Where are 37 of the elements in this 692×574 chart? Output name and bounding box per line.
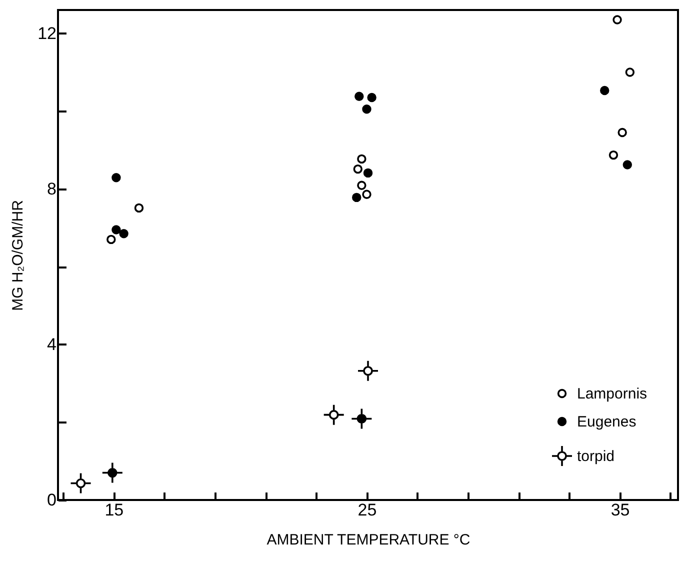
- point: [612, 15, 622, 24]
- point: [322, 404, 345, 426]
- legend-label: Lampornis: [577, 386, 648, 402]
- x-tick-label: 15: [104, 500, 124, 520]
- y-tick-label: 12: [38, 24, 56, 43]
- legend-label: torpid: [577, 448, 615, 465]
- point: [112, 225, 121, 234]
- y-tick-label: 4: [47, 334, 56, 354]
- point: [618, 128, 627, 138]
- y-tick-label: 0: [47, 490, 56, 510]
- point: [112, 173, 121, 182]
- point: [352, 192, 362, 202]
- point: [70, 472, 92, 494]
- x-tick-label: 25: [358, 500, 377, 520]
- point: [119, 229, 128, 238]
- point: [357, 360, 379, 382]
- point: [363, 168, 373, 178]
- point: [357, 154, 366, 164]
- point: [134, 203, 144, 213]
- point: [600, 86, 610, 96]
- point: [367, 92, 376, 102]
- point: [362, 104, 372, 114]
- point: [357, 180, 366, 190]
- legend-label: Eugenes: [577, 414, 636, 430]
- point: [625, 68, 635, 77]
- point: [106, 234, 116, 244]
- point: [362, 190, 372, 199]
- x-tick-label: 35: [610, 500, 630, 520]
- point: [353, 164, 362, 174]
- point: [102, 462, 124, 484]
- y-tick-label: 8: [47, 179, 56, 198]
- y-axis-title: MG H₂O/GM/HR: [10, 200, 27, 311]
- point: [354, 92, 364, 101]
- point: [622, 160, 632, 170]
- point: [350, 408, 373, 430]
- x-axis-title: AMBIENT TEMPERATURE °C: [266, 532, 470, 548]
- point: [608, 150, 618, 160]
